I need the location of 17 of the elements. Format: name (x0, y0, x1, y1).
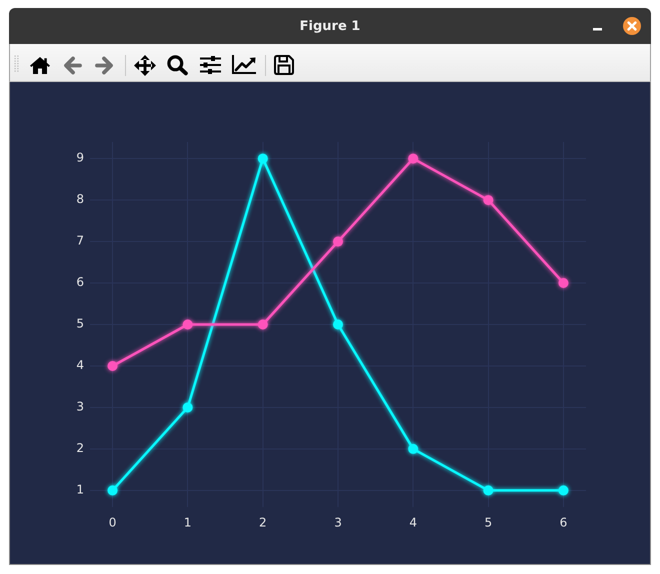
y-tick-label: 2 (76, 441, 84, 456)
x-tick-label: 6 (560, 515, 568, 530)
y-tick-label: 6 (76, 275, 84, 290)
x-tick-label: 2 (259, 515, 267, 530)
x-tick-label: 0 (108, 515, 116, 530)
y-tick-label: 9 (76, 150, 84, 165)
y-tick-label: 1 (76, 482, 84, 497)
x-tick-label: 3 (334, 515, 342, 530)
x-tick-label: 5 (484, 515, 492, 530)
y-tick-label: 3 (76, 400, 84, 414)
y-tick-label: 5 (76, 316, 84, 331)
x-tick-label: 1 (184, 515, 192, 530)
x-tick-label: 4 (409, 515, 417, 530)
y-tick-label: 8 (76, 192, 84, 206)
y-tick-label: 4 (76, 358, 84, 372)
chart-title: Figure 1 (300, 18, 360, 34)
y-tick-label: 7 (76, 234, 84, 248)
